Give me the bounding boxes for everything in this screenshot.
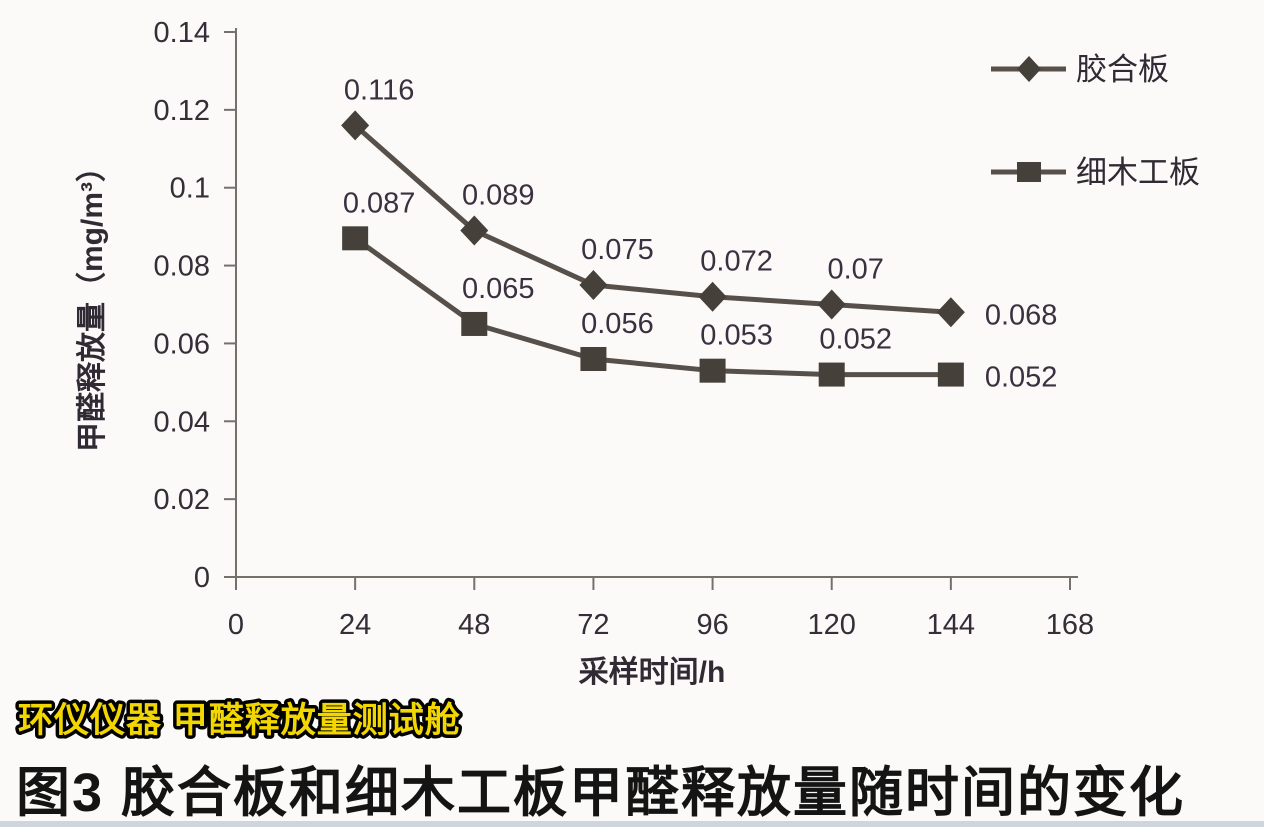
x-tick-label: 120	[808, 609, 856, 641]
data-point-label: 0.052	[819, 324, 892, 356]
data-point-marker-diamond	[579, 270, 608, 301]
data-point-label: 0.075	[581, 234, 654, 266]
series-line	[353, 123, 952, 315]
watermark-banner: 环仪仪器 甲醛释放量测试舱	[15, 698, 464, 743]
data-point-label: 0.056	[581, 308, 654, 340]
y-tick-label: 0.06	[154, 328, 210, 360]
x-tick-label: 0	[228, 609, 244, 641]
data-point-label: 0.087	[343, 187, 416, 219]
data-point-marker-square	[461, 311, 488, 336]
x-axis-title: 采样时间/h	[579, 656, 726, 689]
y-tick-label: 0.14	[154, 17, 210, 49]
data-point-marker-square	[937, 362, 964, 387]
data-point-marker-diamond	[341, 110, 370, 141]
formaldehyde-emission-line-chart: 0 0.02 0.04 0.06 0.08 0.1 0.12 0.14 0 24 48 72 96 120…	[75, 17, 1200, 689]
watermark-text: 环仪仪器 甲醛释放量测试舱	[18, 701, 461, 740]
x-tick-label: 48	[458, 609, 490, 641]
y-tick-label: 0.02	[154, 484, 210, 516]
data-point-marker-square	[1017, 162, 1041, 182]
legend-label: 胶合板	[1076, 52, 1169, 87]
x-tick-label: 96	[696, 609, 728, 641]
y-tick-label: 0.08	[154, 251, 210, 283]
x-tick-label: 168	[1046, 609, 1094, 641]
scan-edge-strip	[0, 821, 1264, 827]
series-line	[353, 236, 951, 378]
data-point-marker-diamond	[1017, 56, 1041, 82]
y-tick-label: 0.1	[170, 173, 210, 205]
data-point-marker-diamond	[817, 289, 846, 320]
data-point-marker-square	[818, 362, 845, 387]
data-point-label: 0.07	[827, 254, 883, 286]
data-point-marker-diamond	[460, 215, 489, 246]
data-point-marker-square	[580, 347, 607, 371]
figure-caption: 图3 胶合板和细木工板甲醛释放量随时间的变化	[16, 763, 1186, 823]
x-tick-label: 144	[927, 609, 975, 641]
data-point-marker-diamond	[698, 281, 727, 312]
y-tick-label: 0.04	[154, 406, 210, 438]
data-point-marker-square	[699, 358, 726, 383]
x-tick-label: 72	[577, 609, 609, 641]
data-point-label: 0.072	[700, 246, 773, 278]
data-point-label: 0.053	[700, 320, 773, 352]
data-point-label: 0.089	[462, 180, 535, 212]
data-point-marker-diamond	[936, 297, 965, 328]
data-point-label: 0.065	[462, 273, 535, 305]
y-axis-title: 甲醛释放量（mg/m³）	[75, 152, 109, 452]
y-tick-label: 0	[194, 562, 210, 594]
data-point-marker-square	[342, 226, 369, 251]
data-point-label: 0.068	[985, 299, 1058, 331]
y-tick-label: 0.12	[154, 95, 210, 127]
data-point-label: 0.052	[985, 362, 1058, 394]
x-tick-label: 24	[339, 609, 371, 641]
legend-label: 细木工板	[1076, 155, 1200, 190]
data-point-label: 0.116	[344, 74, 414, 106]
